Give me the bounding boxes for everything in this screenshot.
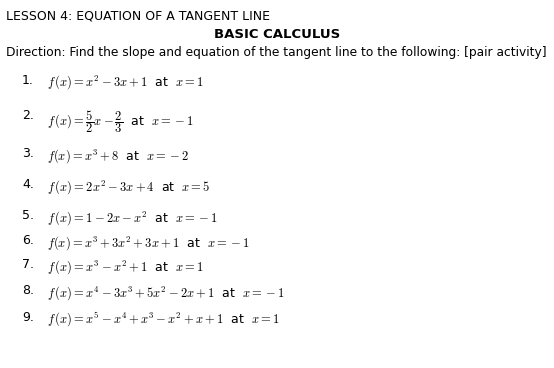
- Text: $f\,(x) = x^2 - 3x + 1$  at  $x = 1$: $f\,(x) = x^2 - 3x + 1$ at $x = 1$: [47, 74, 204, 91]
- Text: $f\,(x) = 2x^2 - 3x + 4$  at  $x = 5$: $f\,(x) = 2x^2 - 3x + 4$ at $x = 5$: [47, 178, 211, 196]
- Text: $f(x) = x^3 + 3x^2 + 3x + 1$  at  $x = -1$: $f(x) = x^3 + 3x^2 + 3x + 1$ at $x = -1$: [47, 234, 250, 251]
- Text: 2.: 2.: [22, 109, 34, 121]
- Text: $f\,(x) = x^3 - x^2 + 1$  at  $x = 1$: $f\,(x) = x^3 - x^2 + 1$ at $x = 1$: [47, 258, 204, 276]
- Text: $f\,(x) = x^5 - x^4 + x^3 - x^2 + x + 1$  at  $x = 1$: $f\,(x) = x^5 - x^4 + x^3 - x^2 + x + 1$…: [47, 311, 280, 329]
- Text: $f\,(x) = \dfrac{5}{2}x - \dfrac{2}{3}$  at  $x = -1$: $f\,(x) = \dfrac{5}{2}x - \dfrac{2}{3}$ …: [47, 109, 194, 135]
- Text: 8.: 8.: [22, 284, 34, 297]
- Text: Direction: Find the slope and equation of the tangent line to the following: [pa: Direction: Find the slope and equation o…: [6, 46, 546, 59]
- Text: LESSON 4: EQUATION OF A TANGENT LINE: LESSON 4: EQUATION OF A TANGENT LINE: [6, 9, 270, 22]
- Text: 4.: 4.: [22, 178, 34, 191]
- Text: $f\,(x) = x^4 - 3x^3 + 5x^2 - 2x + 1$  at  $x = -1$: $f\,(x) = x^4 - 3x^3 + 5x^2 - 2x + 1$ at…: [47, 284, 285, 302]
- Text: 6.: 6.: [22, 234, 34, 247]
- Text: BASIC CALCULUS: BASIC CALCULUS: [214, 28, 340, 40]
- Text: 7.: 7.: [22, 258, 34, 271]
- Text: 5.: 5.: [22, 209, 34, 222]
- Text: 1.: 1.: [22, 74, 34, 86]
- Text: 3.: 3.: [22, 147, 34, 160]
- Text: $f\,(x) = 1 - 2x - x^2$  at  $x = -1$: $f\,(x) = 1 - 2x - x^2$ at $x = -1$: [47, 209, 218, 227]
- Text: $f(x) = x^3 + 8$  at  $x = -2$: $f(x) = x^3 + 8$ at $x = -2$: [47, 147, 189, 165]
- Text: 9.: 9.: [22, 311, 34, 324]
